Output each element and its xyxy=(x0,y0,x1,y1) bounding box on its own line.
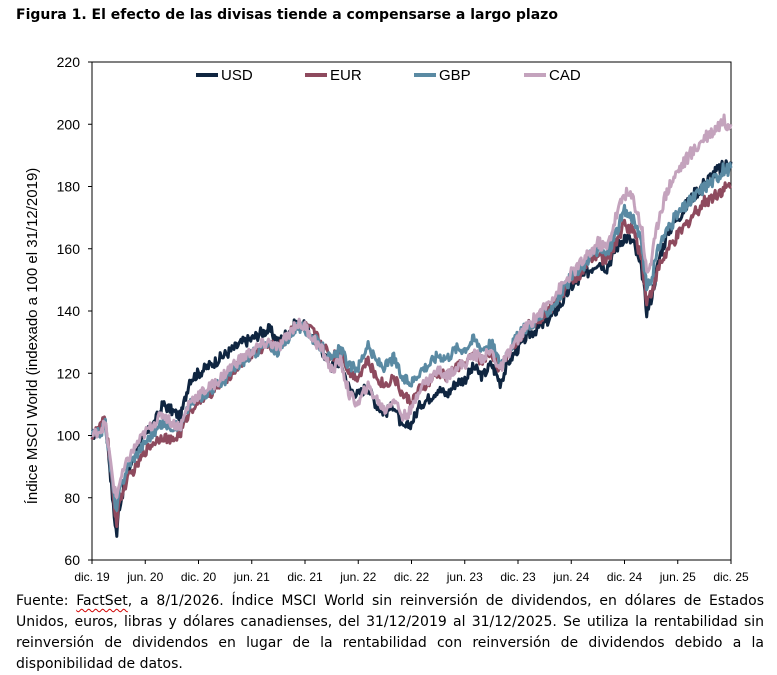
x-tick-label: jun. 23 xyxy=(446,570,483,584)
x-tick-label: dic. 21 xyxy=(287,570,323,584)
x-tick-label: dic. 19 xyxy=(74,570,110,584)
x-tick-label: jun. 22 xyxy=(339,570,376,584)
line-chart: 60 80 100 120 140 160 180 200 220 dic. 19 jun. 20… xyxy=(24,54,749,584)
source-brand: FactSet xyxy=(76,593,128,609)
y-tick-label: 180 xyxy=(57,179,81,195)
x-tick-label: dic. 25 xyxy=(713,570,749,584)
y-tick-label: 160 xyxy=(57,241,81,257)
source-note: Fuente: FactSet, a 8/1/2026. Índice MSCI… xyxy=(16,591,764,675)
y-axis: 60 80 100 120 140 160 180 200 220 xyxy=(57,54,92,568)
y-tick-label: 220 xyxy=(57,54,81,70)
series-lines xyxy=(90,113,733,538)
figure-title: Figura 1. El efecto de las divisas tiend… xyxy=(16,7,558,23)
y-tick-label: 100 xyxy=(57,428,81,444)
x-tick-label: jun. 21 xyxy=(233,570,270,584)
x-tick-label: dic. 22 xyxy=(394,570,430,584)
x-tick-label: jun. 20 xyxy=(126,570,163,584)
y-tick-label: 120 xyxy=(57,365,81,381)
y-axis-label: Índice MSCI World (indexado a 100 el 31/… xyxy=(24,168,41,505)
x-axis: dic. 19 jun. 20 dic. 20 jun. 21 dic. 21 jun. … xyxy=(74,560,749,584)
legend-label-eur: EUR xyxy=(330,67,362,84)
source-text: , a 8/1/2026. Índice MSCI World sin rein… xyxy=(16,593,764,672)
legend-label-usd: USD xyxy=(221,67,253,84)
y-tick-label: 60 xyxy=(64,552,80,568)
x-tick-label: jun. 25 xyxy=(659,570,696,584)
plot-frame xyxy=(91,61,732,561)
series-line-usd xyxy=(90,159,733,538)
plot-area xyxy=(91,61,732,561)
x-tick-label: jun. 24 xyxy=(552,570,589,584)
y-tick-label: 80 xyxy=(64,490,80,506)
series-line-cad xyxy=(91,113,733,499)
x-tick-label: dic. 23 xyxy=(500,570,536,584)
legend-label-gbp: GBP xyxy=(439,67,471,84)
legend: USD EUR GBP CAD xyxy=(196,67,581,84)
legend-label-cad: CAD xyxy=(549,67,581,84)
x-tick-label: dic. 24 xyxy=(607,570,643,584)
y-tick-label: 200 xyxy=(57,116,81,132)
source-prefix: Fuente: xyxy=(16,593,77,609)
y-tick-label: 140 xyxy=(57,303,81,319)
x-tick-label: dic. 20 xyxy=(181,570,217,584)
